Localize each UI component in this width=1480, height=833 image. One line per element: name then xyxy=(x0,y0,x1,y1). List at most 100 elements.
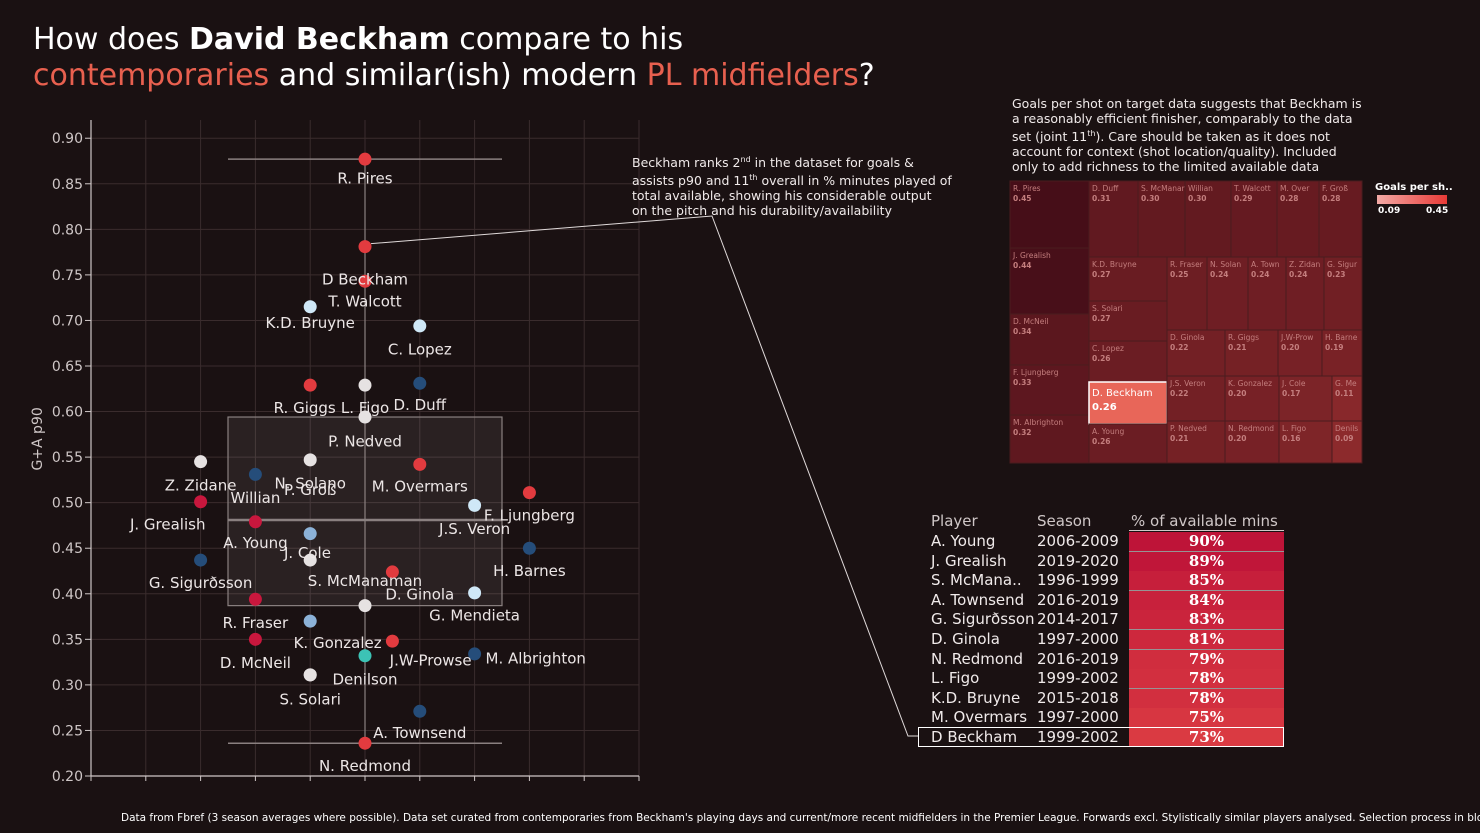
data-point xyxy=(358,736,372,750)
title-accent: PL midfielders xyxy=(646,58,859,93)
point-label: Z. Zidane xyxy=(165,476,237,494)
cell-pct-bar: 84% xyxy=(1129,590,1284,610)
point-label: D Beckham xyxy=(322,270,408,288)
point-label: J. Cole xyxy=(283,544,331,562)
data-point xyxy=(194,495,208,509)
data-point xyxy=(385,565,399,579)
row-divider xyxy=(1129,609,1284,611)
y-tick-label: 0.30 xyxy=(52,678,83,694)
point-label: P. Groß xyxy=(284,481,336,499)
point-label: Willian xyxy=(230,489,280,507)
annotation-text: set (joint 11 xyxy=(1012,129,1088,145)
treemap-legend-title: Goals per sh.. xyxy=(1375,182,1453,193)
callout-sup: nd xyxy=(740,155,751,164)
data-point xyxy=(303,300,317,314)
y-tick-label: 0.20 xyxy=(52,769,83,785)
table-row: D. Ginola 1997-2000 81% xyxy=(920,630,1285,650)
point-label: D. Ginola xyxy=(385,586,454,604)
point-label: N. Solano xyxy=(274,475,346,493)
y-axis-label: G+A p90 xyxy=(30,407,46,470)
data-point xyxy=(358,274,372,288)
cell-season: 2016-2019 xyxy=(1037,590,1119,609)
point-label: G. Mendieta xyxy=(429,607,520,625)
data-point xyxy=(248,515,262,529)
cell-pct-bar: 75% xyxy=(1129,708,1284,728)
cell-pct-bar: 89% xyxy=(1129,551,1284,571)
cell-player: S. McMana.. xyxy=(931,571,1022,590)
point-label: F. Ljungberg xyxy=(484,506,575,524)
data-point xyxy=(522,541,536,555)
callout-line xyxy=(370,215,918,737)
table-row: G. Sigurðsson 2014-2017 83% xyxy=(920,610,1285,631)
point-label: T. Walcott xyxy=(327,292,401,310)
y-tick-label: 0.25 xyxy=(52,723,83,739)
table-row: A. Townsend 2016-2019 84% xyxy=(920,590,1285,611)
data-point xyxy=(413,704,427,718)
point-label: N. Redmond xyxy=(319,757,411,775)
data-point xyxy=(194,553,208,567)
data-point xyxy=(468,647,482,661)
title-text: ? xyxy=(858,58,875,93)
cell-season: 1999-2002 xyxy=(1037,669,1119,688)
point-label: D. McNeil xyxy=(220,654,291,672)
cell-season: 1999-2002 xyxy=(1037,728,1119,746)
annotation-text: ). Care should be taken as it does not xyxy=(1095,129,1330,145)
cell-pct-bar: 78% xyxy=(1129,669,1284,689)
table-row: A. Young 2006-2009 90% xyxy=(920,532,1285,552)
page-title: How does David Beckham compare to his co… xyxy=(33,22,875,94)
header-underline xyxy=(1129,530,1284,531)
cell-player: J. Grealish xyxy=(931,551,1007,570)
point-label: S. McManaman xyxy=(308,572,422,590)
data-point xyxy=(468,586,482,600)
point-label: A. Townsend xyxy=(373,724,466,742)
cell-pct-bar: 73% xyxy=(1129,728,1284,747)
treemap-legend-max: 0.45 xyxy=(1426,206,1449,216)
data-point xyxy=(358,240,372,254)
point-label: R. Fraser xyxy=(223,614,289,632)
y-tick-label: 0.40 xyxy=(52,587,83,603)
cell-pct-bar: 90% xyxy=(1129,532,1284,551)
y-tick-label: 0.75 xyxy=(52,268,83,284)
point-label: H. Barnes xyxy=(493,562,566,580)
table-row: D Beckham 1999-2002 73% xyxy=(918,727,1285,748)
title-accent: contemporaries xyxy=(33,58,270,93)
cell-player: L. Figo xyxy=(931,669,980,688)
treemap-annotation: Goals per shot on target data suggests t… xyxy=(1012,96,1362,174)
data-point xyxy=(303,668,317,682)
row-divider xyxy=(1129,590,1284,592)
callout-sup: th xyxy=(749,173,758,183)
point-label: R. Giggs xyxy=(274,399,336,417)
row-divider xyxy=(1129,688,1284,690)
callout-text: on the pitch and his durability/availabi… xyxy=(632,203,892,219)
point-label: J. Grealish xyxy=(129,516,206,534)
data-point xyxy=(413,376,427,390)
row-divider xyxy=(1129,570,1284,572)
footer-note: Data from Fbref (3 season averages where… xyxy=(121,812,1480,824)
data-point xyxy=(248,632,262,646)
data-point xyxy=(358,649,372,663)
y-tick-label: 0.85 xyxy=(52,177,83,193)
cell-season: 1997-2000 xyxy=(1037,630,1119,648)
data-point xyxy=(468,498,482,512)
table-row: K.D. Bruyne 2015-2018 78% xyxy=(920,688,1285,709)
title-line-2: contemporaries and similar(ish) modern P… xyxy=(33,58,875,94)
table-row: S. McMana.. 1996-1999 85% xyxy=(920,571,1285,592)
table-row: N. Redmond 2016-2019 79% xyxy=(920,649,1285,670)
header-pct: % of available mins xyxy=(1131,512,1278,530)
y-tick-label: 0.65 xyxy=(52,359,83,375)
y-tick-label: 0.70 xyxy=(52,313,83,329)
data-point xyxy=(358,152,372,166)
cell-pct-bar: 83% xyxy=(1129,610,1284,630)
cell-season: 2019-2020 xyxy=(1037,551,1119,570)
callout-text: Beckham ranks 2 xyxy=(632,155,741,171)
table-row: L. Figo 1999-2002 78% xyxy=(920,669,1285,690)
annotation-text: a reasonably efficient finisher, compara… xyxy=(1012,111,1353,126)
header-season: Season xyxy=(1037,512,1092,530)
annotation-sup: th xyxy=(1087,129,1096,138)
annotation-text: only to add richness to the limited avai… xyxy=(1012,159,1320,175)
row-divider xyxy=(1129,668,1284,670)
header-player: Player xyxy=(931,512,978,530)
cell-player: A. Young xyxy=(931,532,996,550)
row-divider xyxy=(1129,551,1284,552)
